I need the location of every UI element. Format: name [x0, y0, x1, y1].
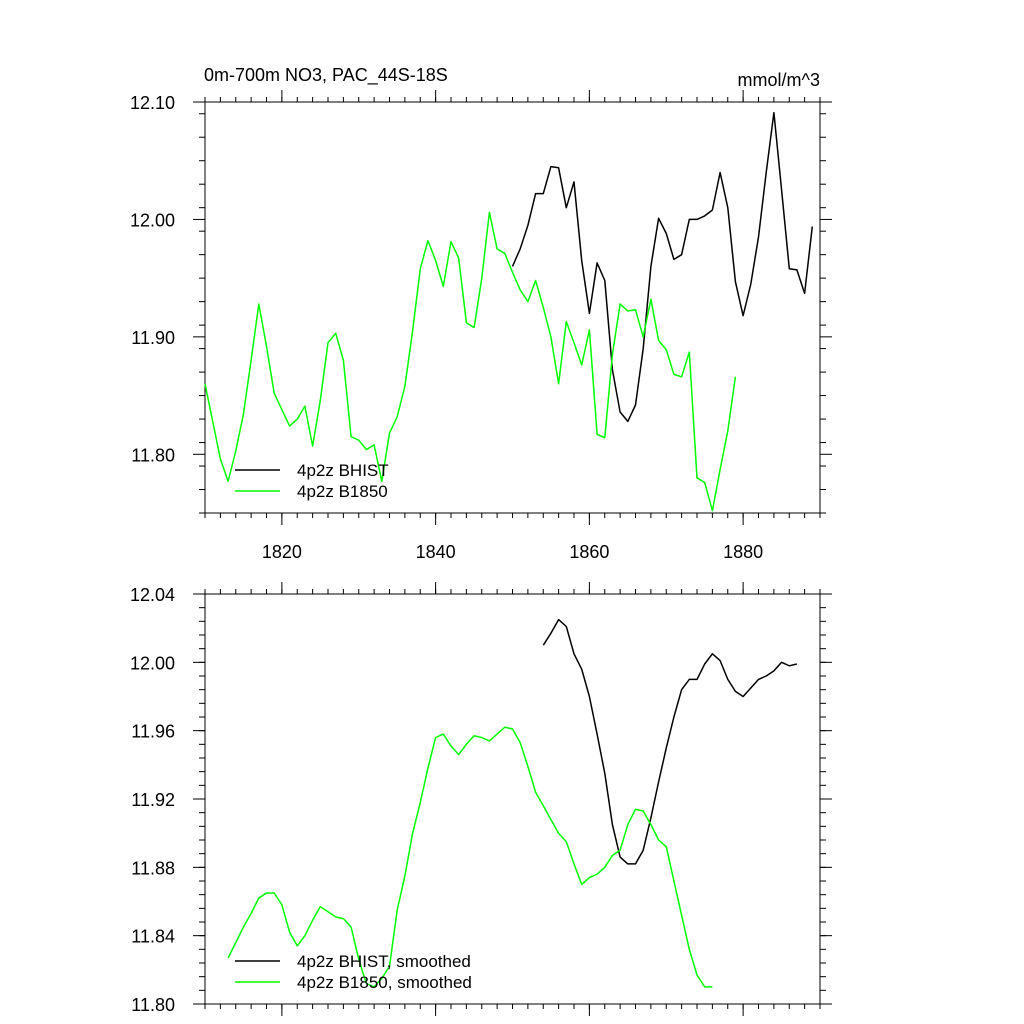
x-tick-label: 1840 [416, 542, 456, 562]
legend-label: 4p2z B1850 [297, 482, 388, 501]
top-panel: 0m-700m NO3, PAC_44S-18S mmol/m^3 1820 18… [130, 65, 832, 562]
legend-label: 4p2z B1850, smoothed [297, 973, 472, 992]
y-tick-label: 11.80 [131, 995, 175, 1015]
y-tick-label: 11.84 [131, 927, 175, 947]
legend-bottom: 4p2z BHIST, smoothed 4p2z B1850, smoothed [235, 952, 472, 992]
y-tick-label: 11.80 [131, 445, 175, 465]
y-tick-label: 11.92 [131, 790, 175, 810]
x-tick-label: 1820 [262, 542, 302, 562]
series-bottom [227, 618, 798, 988]
x-tick-label: 1860 [569, 542, 609, 562]
plot-frame [204, 593, 821, 1005]
series-line-1 [227, 726, 713, 988]
axes-bottom: 11.80 11.84 11.88 11.92 11.96 12.00 12.04 [130, 582, 832, 1016]
series-line-1 [204, 211, 737, 512]
chart-title: 0m-700m NO3, PAC_44S-18S [204, 65, 448, 86]
y-tick-label: 12.00 [130, 653, 175, 673]
legend-label: 4p2z BHIST, smoothed [297, 952, 471, 971]
y-tick-label: 11.88 [131, 858, 175, 878]
series-line-0 [542, 618, 798, 865]
bottom-panel: 11.80 11.84 11.88 11.92 11.96 12.00 12.04 4p2z… [130, 582, 832, 1016]
series-line-0 [511, 111, 814, 423]
y-tick-label: 12.00 [130, 210, 175, 230]
y-tick-label: 11.96 [131, 722, 175, 742]
legend-top: 4p2z BHIST 4p2z B1850 [235, 461, 389, 501]
legend-label: 4p2z BHIST [297, 461, 389, 480]
units-label: mmol/m^3 [738, 70, 820, 90]
axes-top: 1820 1840 1860 1880 11.80 11.90 12.00 12.10 [130, 90, 832, 562]
series-top [204, 111, 814, 512]
y-tick-label: 12.10 [130, 93, 175, 113]
x-tick-label: 1880 [723, 542, 763, 562]
y-tick-label: 11.90 [131, 328, 175, 348]
y-tick-label: 12.04 [130, 585, 175, 605]
plot-frame [204, 101, 821, 514]
